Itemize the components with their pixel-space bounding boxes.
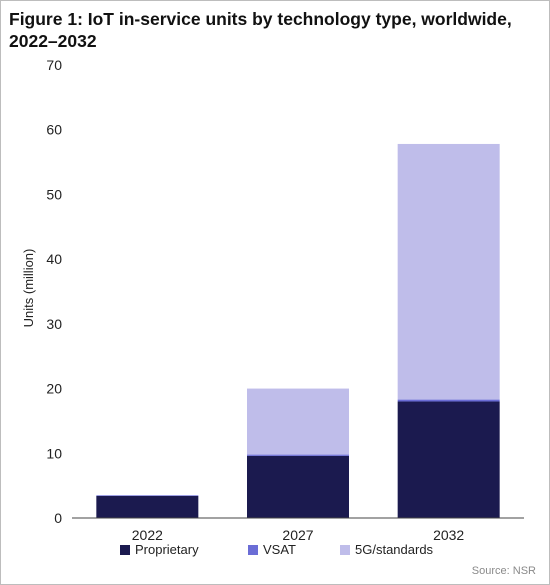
legend-swatch-vsat — [248, 545, 258, 555]
legend: Proprietary VSAT 5G/standards — [120, 542, 434, 557]
x-tick-label: 2032 — [433, 527, 464, 543]
y-tick-label: 60 — [46, 122, 62, 138]
y-tick-label: 70 — [46, 57, 62, 73]
legend-label: VSAT — [263, 542, 296, 557]
bar-vsat-2022 — [96, 495, 199, 496]
bars — [96, 143, 500, 518]
bar-5g-standards-2032 — [397, 143, 500, 400]
source-note: Source: NSR — [471, 565, 536, 577]
x-tick-label: 2022 — [132, 527, 163, 543]
bar-proprietary-2032 — [397, 401, 500, 518]
legend-label: Proprietary — [135, 542, 199, 557]
bar-proprietary-2022 — [96, 495, 199, 518]
legend-swatch-5g-standards — [340, 545, 350, 555]
bar-vsat-2027 — [247, 454, 349, 456]
bar-vsat-2032 — [397, 399, 500, 402]
x-axis-ticks: 2022 2027 2032 — [132, 527, 465, 543]
bar-proprietary-2027 — [247, 455, 349, 518]
y-axis-ticks: 0 10 20 30 40 50 60 70 — [46, 57, 62, 526]
y-tick-label: 20 — [46, 381, 62, 397]
y-axis-label: Units (million) — [21, 249, 36, 328]
chart-title: Figure 1: IoT in-service units by techno… — [9, 9, 512, 51]
y-tick-label: 30 — [46, 316, 62, 332]
y-tick-label: 0 — [54, 510, 62, 526]
legend-label: 5G/standards — [355, 542, 434, 557]
x-tick-label: 2027 — [282, 527, 313, 543]
y-tick-label: 10 — [46, 445, 62, 461]
legend-swatch-proprietary — [120, 545, 130, 555]
bar-5g-standards-2027 — [247, 388, 349, 455]
y-tick-label: 40 — [46, 251, 62, 267]
y-tick-label: 50 — [46, 186, 62, 202]
